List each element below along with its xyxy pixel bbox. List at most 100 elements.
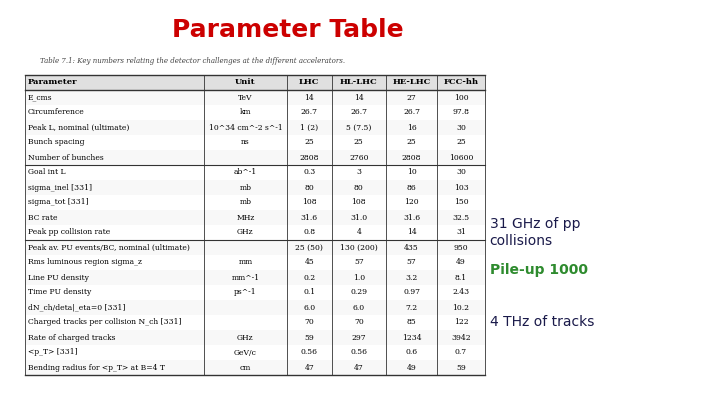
Bar bbox=[25, 210, 485, 225]
Text: km: km bbox=[240, 109, 251, 117]
Text: mb: mb bbox=[240, 183, 251, 192]
Text: 57: 57 bbox=[354, 258, 364, 266]
Text: Charged tracks per collision N_ch [331]: Charged tracks per collision N_ch [331] bbox=[28, 318, 181, 326]
Text: 10: 10 bbox=[407, 168, 416, 177]
Text: 0.6: 0.6 bbox=[405, 348, 418, 356]
Text: 1234: 1234 bbox=[402, 333, 421, 341]
Text: TeV: TeV bbox=[238, 94, 253, 102]
Text: 14: 14 bbox=[305, 94, 314, 102]
Text: 0.1: 0.1 bbox=[303, 288, 315, 296]
Text: 97.8: 97.8 bbox=[453, 109, 469, 117]
Text: 108: 108 bbox=[302, 198, 317, 207]
Text: 25: 25 bbox=[456, 139, 466, 147]
Text: BC rate: BC rate bbox=[28, 213, 58, 222]
Text: 14: 14 bbox=[354, 94, 364, 102]
Text: 0.3: 0.3 bbox=[303, 168, 315, 177]
Bar bbox=[25, 195, 485, 210]
Text: mb: mb bbox=[240, 198, 251, 207]
Text: HE-LHC: HE-LHC bbox=[392, 79, 431, 87]
Text: <p_T> [331]: <p_T> [331] bbox=[28, 348, 78, 356]
Text: 10600: 10600 bbox=[449, 153, 473, 162]
Text: sigma_inel [331]: sigma_inel [331] bbox=[28, 183, 92, 192]
Text: 47: 47 bbox=[305, 364, 314, 371]
Text: 25: 25 bbox=[354, 139, 364, 147]
Text: Peak pp collision rate: Peak pp collision rate bbox=[28, 228, 110, 237]
Bar bbox=[25, 255, 485, 270]
Text: 6.0: 6.0 bbox=[303, 303, 315, 311]
Text: Rms luminous region sigma_z: Rms luminous region sigma_z bbox=[28, 258, 142, 266]
Text: Time PU density: Time PU density bbox=[28, 288, 91, 296]
Text: 85: 85 bbox=[407, 318, 416, 326]
Text: 26.7: 26.7 bbox=[301, 109, 318, 117]
Text: 1.0: 1.0 bbox=[353, 273, 365, 281]
Bar bbox=[25, 315, 485, 330]
Text: 0.56: 0.56 bbox=[301, 348, 318, 356]
Text: 120: 120 bbox=[404, 198, 419, 207]
Text: 3.2: 3.2 bbox=[405, 273, 418, 281]
Text: E_cms: E_cms bbox=[28, 94, 53, 102]
Text: Line PU density: Line PU density bbox=[28, 273, 89, 281]
Bar bbox=[25, 330, 485, 345]
Text: 49: 49 bbox=[407, 364, 416, 371]
Text: 108: 108 bbox=[351, 198, 366, 207]
Text: GeV/c: GeV/c bbox=[234, 348, 257, 356]
Text: 2808: 2808 bbox=[402, 153, 421, 162]
Text: 10^34 cm^-2 s^-1: 10^34 cm^-2 s^-1 bbox=[209, 124, 282, 132]
Text: 150: 150 bbox=[454, 198, 468, 207]
Text: 100: 100 bbox=[454, 94, 468, 102]
Text: 31: 31 bbox=[456, 228, 466, 237]
Text: 4 THz of tracks: 4 THz of tracks bbox=[490, 315, 594, 330]
Text: dN_ch/deta|_eta=0 [331]: dN_ch/deta|_eta=0 [331] bbox=[28, 303, 125, 311]
Text: 10.2: 10.2 bbox=[453, 303, 469, 311]
Text: 950: 950 bbox=[454, 243, 468, 252]
Text: 30: 30 bbox=[456, 168, 466, 177]
Text: Rate of charged tracks: Rate of charged tracks bbox=[28, 333, 115, 341]
Bar bbox=[25, 360, 485, 375]
Text: 31.0: 31.0 bbox=[350, 213, 367, 222]
Text: GHz: GHz bbox=[237, 333, 253, 341]
Bar bbox=[25, 300, 485, 315]
Text: 70: 70 bbox=[354, 318, 364, 326]
Text: 31 GHz of pp
collisions: 31 GHz of pp collisions bbox=[490, 217, 580, 247]
Text: sigma_tot [331]: sigma_tot [331] bbox=[28, 198, 89, 207]
Text: 2760: 2760 bbox=[349, 153, 369, 162]
Text: Bending radius for <p_T> at B=4 T: Bending radius for <p_T> at B=4 T bbox=[28, 364, 165, 371]
Text: 45: 45 bbox=[305, 258, 314, 266]
Text: ps^-1: ps^-1 bbox=[234, 288, 257, 296]
Bar bbox=[25, 225, 485, 240]
Text: Unit: Unit bbox=[235, 79, 256, 87]
Text: 47: 47 bbox=[354, 364, 364, 371]
Text: Goal int L: Goal int L bbox=[28, 168, 66, 177]
Text: 31.6: 31.6 bbox=[301, 213, 318, 222]
Text: 57: 57 bbox=[407, 258, 416, 266]
Text: 0.97: 0.97 bbox=[403, 288, 420, 296]
Text: ab^-1: ab^-1 bbox=[234, 168, 257, 177]
Text: 7.2: 7.2 bbox=[405, 303, 418, 311]
Text: 25 (50): 25 (50) bbox=[295, 243, 323, 252]
Bar bbox=[25, 165, 485, 180]
Bar bbox=[25, 135, 485, 150]
Bar bbox=[25, 90, 485, 105]
Text: 25: 25 bbox=[305, 139, 314, 147]
Text: Bunch spacing: Bunch spacing bbox=[28, 139, 84, 147]
Bar bbox=[25, 180, 485, 195]
Text: 1 (2): 1 (2) bbox=[300, 124, 318, 132]
Bar bbox=[25, 270, 485, 285]
Text: 2.43: 2.43 bbox=[452, 288, 469, 296]
Bar bbox=[25, 150, 485, 165]
Bar bbox=[25, 105, 485, 120]
Text: 70: 70 bbox=[305, 318, 314, 326]
Text: 25: 25 bbox=[407, 139, 416, 147]
Text: 0.8: 0.8 bbox=[303, 228, 315, 237]
Text: 49: 49 bbox=[456, 258, 466, 266]
Text: 80: 80 bbox=[305, 183, 314, 192]
Text: 0.7: 0.7 bbox=[455, 348, 467, 356]
Text: Pile-up 1000: Pile-up 1000 bbox=[490, 263, 588, 277]
Text: 86: 86 bbox=[407, 183, 416, 192]
Text: 0.29: 0.29 bbox=[351, 288, 367, 296]
Text: 5 (7.5): 5 (7.5) bbox=[346, 124, 372, 132]
Text: 2808: 2808 bbox=[300, 153, 319, 162]
Text: Parameter Table: Parameter Table bbox=[172, 18, 404, 42]
Bar bbox=[25, 240, 485, 255]
Text: 0.56: 0.56 bbox=[351, 348, 367, 356]
